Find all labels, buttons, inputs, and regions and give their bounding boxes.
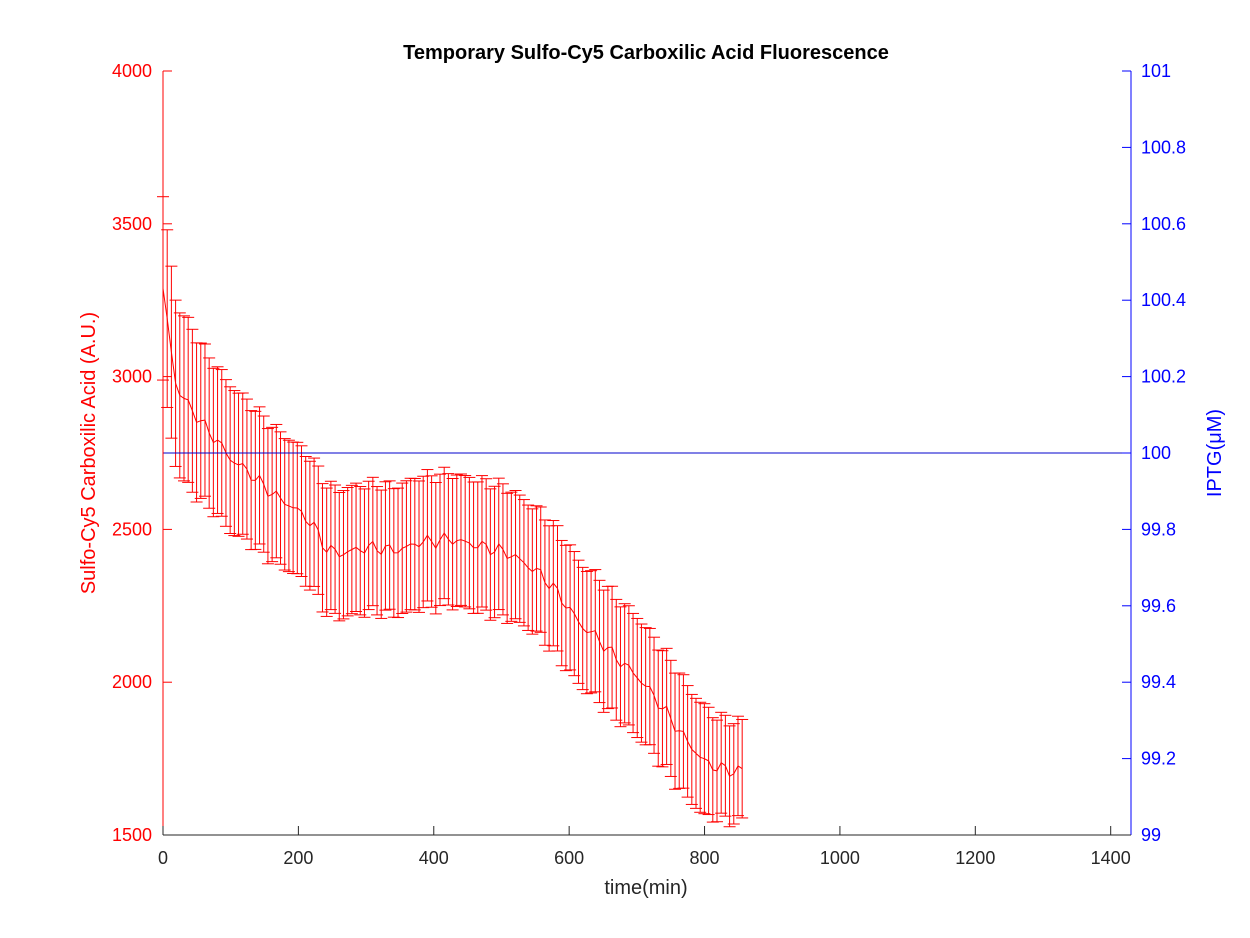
series-line-fluorescence <box>162 288 743 778</box>
y-right-tick-label: 101 <box>1141 61 1171 81</box>
y-left-tick-label: 1500 <box>112 825 152 845</box>
y-axis-label-left: Sulfo-Cy5 Carboxilic Acid (A.U.) <box>78 312 100 594</box>
chart-title: Temporary Sulfo-Cy5 Carboxilic Acid Fluo… <box>403 42 889 64</box>
y-right-tick-label: 99.6 <box>1141 596 1176 616</box>
x-tick-label: 800 <box>690 848 720 868</box>
left-axis: 1500 2000 2500 3000 3500 4000 <box>112 61 172 845</box>
x-axis-label: time(min) <box>604 877 687 899</box>
y-right-tick-label: 99.8 <box>1141 519 1176 539</box>
y-right-tick-label: 99 <box>1141 825 1161 845</box>
y-right-tick-label: 100.2 <box>1141 367 1186 387</box>
x-tick-label: 400 <box>419 848 449 868</box>
x-tick-label: 0 <box>158 848 168 868</box>
y-axis-label-right: IPTG(μM) <box>1204 409 1226 497</box>
y-right-tick-label: 100 <box>1141 443 1171 463</box>
y-right-tick-label: 100.6 <box>1141 214 1186 234</box>
y-left-tick-label: 2000 <box>112 672 152 692</box>
y-right-tick-label: 100.8 <box>1141 137 1186 157</box>
x-tick-label: 1400 <box>1091 848 1131 868</box>
y-left-tick-label: 3500 <box>112 214 152 234</box>
y-left-tick-label: 4000 <box>112 61 152 81</box>
x-axis: 0 200 400 600 800 1000 1200 1400 <box>158 826 1131 868</box>
y-right-tick-label: 100.4 <box>1141 290 1186 310</box>
y-right-tick-label: 99.2 <box>1141 749 1176 769</box>
x-tick-label: 600 <box>554 848 584 868</box>
x-tick-label: 200 <box>283 848 313 868</box>
x-tick-label: 1200 <box>955 848 995 868</box>
plot-area <box>157 196 1131 828</box>
y-left-tick-label: 3000 <box>112 367 152 387</box>
x-tick-label: 1000 <box>820 848 860 868</box>
right-axis: 99 99.2 99.4 99.6 99.8 100 100.2 100.4 100.6 100.… <box>1122 61 1186 845</box>
y-right-tick-label: 99.4 <box>1141 672 1176 692</box>
y-left-tick-label: 2500 <box>112 519 152 539</box>
